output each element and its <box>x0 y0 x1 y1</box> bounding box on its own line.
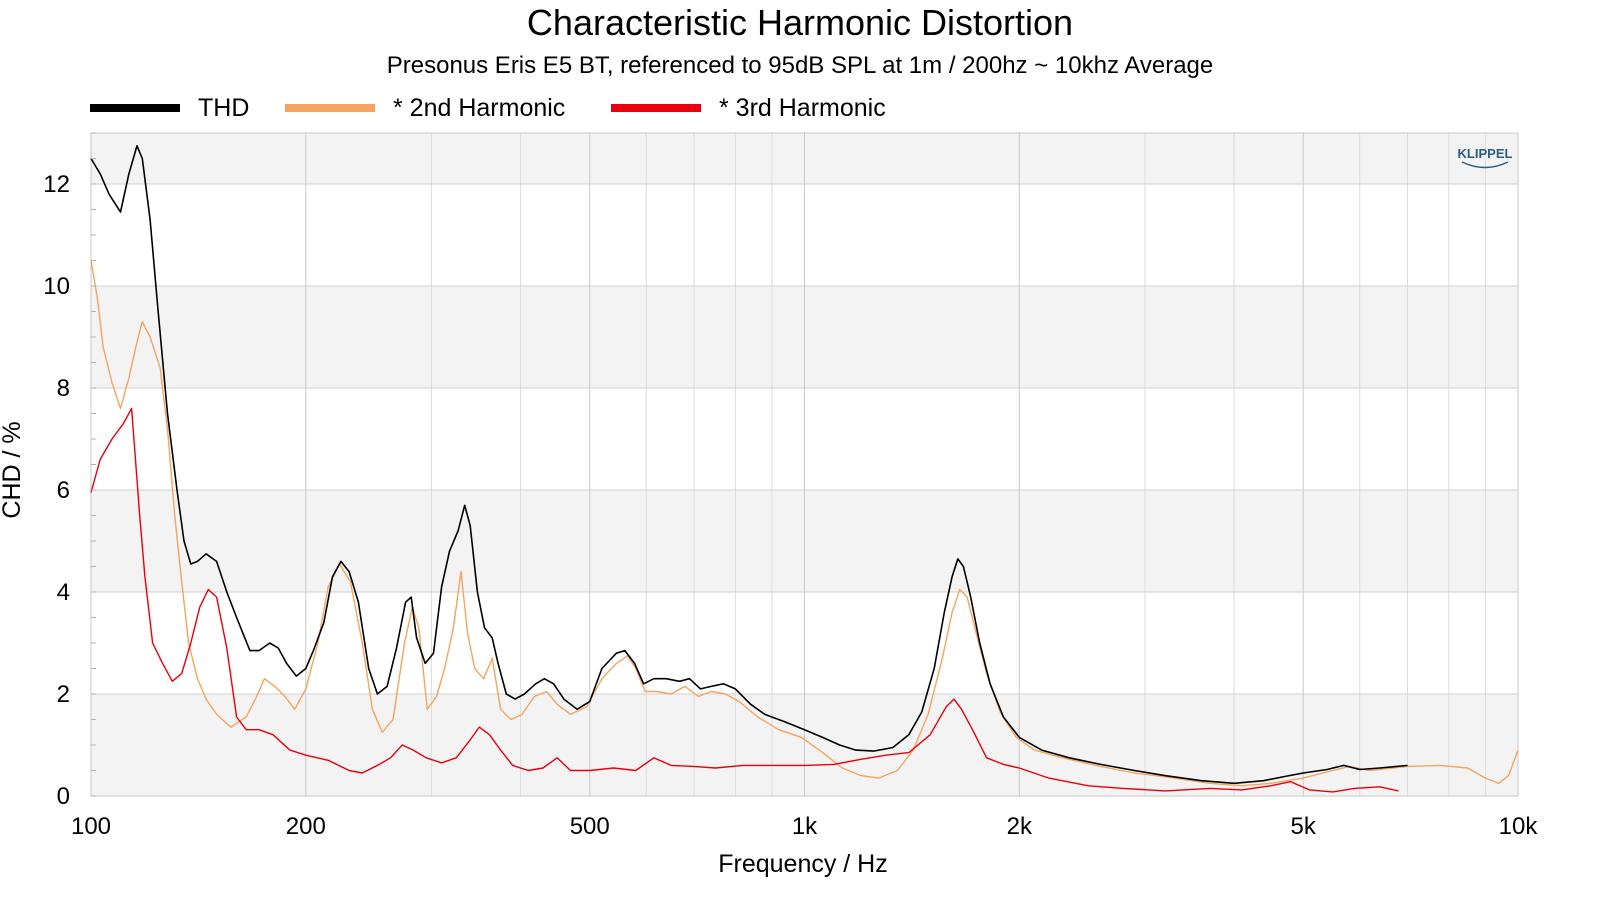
legend-swatch-2nd-harmonic <box>285 104 375 112</box>
legend-label-3rd-harmonic: * 3rd Harmonic <box>719 93 886 122</box>
y-tick-label: 4 <box>57 579 70 606</box>
y-tick-label: 6 <box>57 477 70 504</box>
y-tick-label: 8 <box>57 375 70 402</box>
series-line-2nd-harmonic <box>90 260 1519 787</box>
legend-item-thd: THD <box>90 92 249 124</box>
x-tick-label: 100 <box>71 813 111 840</box>
klippel-logo-text: KLIPPEL <box>1458 146 1513 161</box>
x-tick-label: 200 <box>286 813 326 840</box>
legend-swatch-thd <box>90 104 180 112</box>
y-tick-label: 2 <box>57 681 70 708</box>
klippel-logo-arc <box>1461 161 1509 169</box>
legend-swatch-3rd-harmonic <box>611 104 701 112</box>
series-line-3rd-harmonic <box>90 407 1399 793</box>
x-tick-label: 500 <box>570 813 610 840</box>
legend-item-3rd-harmonic: * 3rd Harmonic <box>611 92 886 124</box>
y-axis-title: CHD / % <box>0 421 26 518</box>
series-line-thd <box>90 145 1408 785</box>
x-axis-title: Frequency / Hz <box>718 850 888 878</box>
y-tick-label: 10 <box>43 273 70 300</box>
legend-label-thd: THD <box>198 93 250 122</box>
legend-label-2nd-harmonic: * 2nd Harmonic <box>393 93 566 122</box>
chart-subtitle: Presonus Eris E5 BT, referenced to 95dB … <box>386 52 1214 79</box>
x-tick-label: 10k <box>1499 813 1539 840</box>
klippel-logo: KLIPPEL <box>1458 146 1513 169</box>
x-tick-label: 5k <box>1291 813 1317 840</box>
y-tick-label: 0 <box>57 783 70 810</box>
y-tick-label: 12 <box>43 171 70 198</box>
x-tick-label: 2k <box>1007 813 1033 840</box>
legend-item-2nd-harmonic: * 2nd Harmonic <box>285 92 565 124</box>
chart-title: Characteristic Harmonic Distortion <box>526 2 1074 43</box>
x-tick-label: 1k <box>792 813 818 840</box>
